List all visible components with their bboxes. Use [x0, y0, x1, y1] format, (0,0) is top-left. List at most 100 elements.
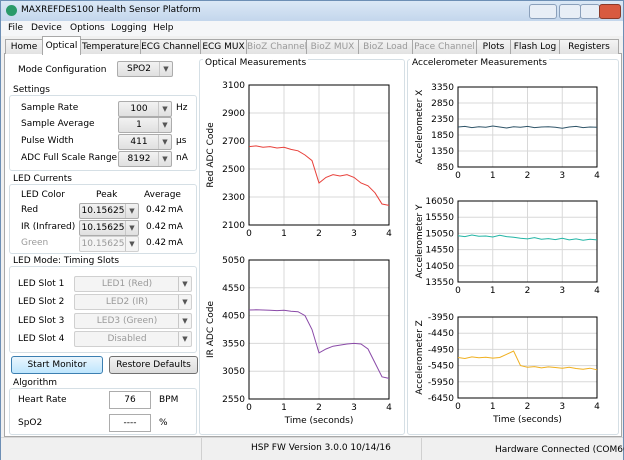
dropdown-arrow: ▼ [178, 332, 191, 346]
y-tick-label: -3950 [428, 313, 454, 323]
tab[interactable]: Registers [559, 39, 619, 54]
tab[interactable]: Pace Channel [412, 39, 477, 54]
close-button[interactable] [599, 4, 621, 19]
tab[interactable]: BioZ MUX [306, 39, 359, 54]
app-icon [6, 5, 17, 16]
column-header: LED Color [21, 190, 65, 200]
y-tick-label: 1850 [431, 131, 454, 141]
section-title: Algorithm [13, 378, 58, 388]
menu-item[interactable]: Options [70, 23, 105, 33]
dropdown-arrow: ▼ [158, 102, 171, 116]
combo-box[interactable]: 10.15625 ▼ [79, 203, 139, 219]
x-tick-label: 1 [281, 403, 287, 413]
button[interactable]: Restore Defaults [109, 356, 198, 374]
menu-item[interactable]: Logging [111, 23, 147, 33]
data-line [457, 234, 598, 241]
combo-box[interactable]: 8192 ▼ [118, 151, 172, 167]
value: 0.42 [146, 222, 167, 232]
combo-box[interactable]: 10.15625 ▼ [79, 220, 139, 236]
status-bar: HSP FW Version 3.0.0 10/14/16 Hardware C… [1, 437, 624, 460]
label: ADC Full Scale Range [21, 153, 118, 163]
y-tick-label: 1350 [431, 147, 454, 157]
group-title: Accelerometer Measurements [410, 58, 549, 68]
combo-box: LED1 (Red) ▼ [74, 276, 192, 292]
text-field: 76 [109, 391, 151, 409]
y-axis-label: Red ADC Code [206, 122, 216, 188]
y-tick-label: 2100 [222, 221, 245, 231]
y-tick-label: 2700 [222, 137, 245, 147]
label: Red [21, 205, 39, 215]
y-tick-label: 850 [437, 163, 454, 173]
x-tick-label: 0 [246, 403, 252, 413]
data-line [248, 309, 390, 379]
button[interactable]: Start Monitor [11, 356, 103, 374]
x-tick-label: 2 [525, 286, 531, 296]
y-tick-label: 16050 [425, 197, 454, 207]
label: LED Slot 3 [18, 316, 65, 326]
label: IR (Infrared) [21, 222, 76, 232]
tab[interactable]: Plots [476, 39, 511, 54]
tab[interactable]: Flash Log [510, 39, 560, 54]
x-tick-label: 0 [246, 229, 252, 239]
tab[interactable]: ECG Channel [140, 39, 201, 54]
dropdown-arrow: ▼ [178, 277, 191, 291]
menu-item[interactable]: File [8, 23, 24, 33]
combo-box: Disabled ▼ [74, 331, 192, 347]
x-tick-label: 1 [490, 171, 496, 181]
unit: % [159, 418, 168, 428]
combo-box[interactable]: SPO2 ▼ [117, 61, 173, 77]
column-header: Average [144, 190, 181, 200]
label: LED Slot 1 [18, 279, 65, 289]
dropdown-arrow: ▼ [178, 295, 191, 309]
dropdown-arrow: ▼ [158, 152, 171, 166]
group-box [9, 266, 197, 353]
y-tick-label: 3100 [222, 81, 245, 91]
combo-box: LED3 (Green) ▼ [74, 313, 192, 329]
group-box [9, 95, 197, 171]
y-tick-label: 4550 [222, 284, 245, 294]
label: Heart Rate [18, 395, 67, 405]
y-tick-label: 2550 [222, 395, 245, 405]
tab[interactable]: Home [5, 39, 43, 54]
y-tick-label: 13550 [425, 278, 454, 288]
y-tick-label: 4050 [222, 312, 245, 322]
unit: nA [176, 153, 188, 163]
combo-box[interactable]: 100 ▼ [118, 101, 172, 117]
status-text: HSP FW Version 3.0.0 10/14/16 [251, 443, 391, 453]
dropdown-arrow: ▼ [158, 118, 171, 132]
x-tick-label: 3 [351, 229, 357, 239]
dropdown-arrow: ▼ [125, 204, 138, 218]
x-tick-label: 2 [316, 403, 322, 413]
tab[interactable]: Optical [42, 36, 81, 55]
x-tick-label: 0 [455, 286, 461, 296]
combo-box[interactable]: 1 ▼ [118, 117, 172, 133]
unit: mA [168, 222, 183, 232]
tab[interactable]: BioZ Load [358, 39, 413, 54]
label: Green [21, 238, 49, 248]
tab[interactable]: BioZ Channel [246, 39, 307, 54]
menu-item[interactable]: Help [153, 23, 174, 33]
text-field: ---- [109, 414, 151, 432]
menu-bar [1, 21, 623, 36]
restore-button[interactable] [529, 4, 557, 19]
y-tick-label: 2500 [222, 165, 245, 175]
separator [421, 438, 422, 460]
status-text: Hardware Connected (COM66) [495, 445, 624, 455]
tab[interactable]: ECG MUX [200, 39, 247, 54]
y-axis-label: Accelerometer Z [415, 320, 425, 395]
x-tick-label: 3 [351, 403, 357, 413]
x-axis-label: Time (seconds) [284, 416, 354, 426]
menu-item[interactable]: Device [31, 23, 62, 33]
tab[interactable]: Temperature [80, 39, 141, 54]
x-tick-label: 3 [559, 402, 565, 412]
y-tick-label: -4950 [428, 345, 454, 355]
data-line [248, 145, 390, 206]
label: Sample Average [21, 119, 95, 129]
section-title: LED Currents [13, 174, 72, 184]
combo-box[interactable]: 411 ▼ [118, 134, 172, 150]
y-tick-label: -5450 [428, 362, 454, 372]
y-tick-label: 2350 [431, 115, 454, 125]
plot-frame [248, 84, 390, 226]
